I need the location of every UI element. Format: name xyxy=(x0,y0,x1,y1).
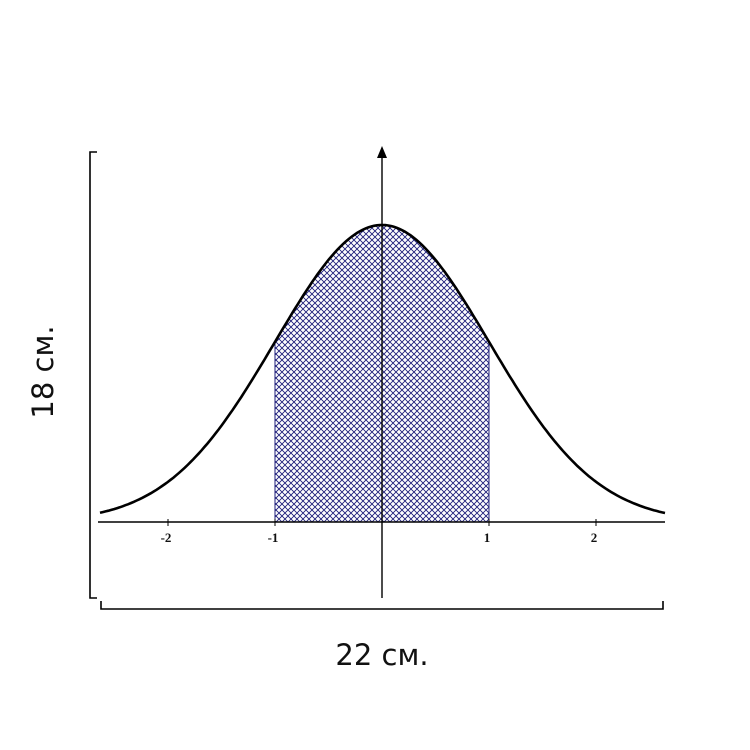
tick-label: 2 xyxy=(591,530,598,545)
height-bracket xyxy=(89,151,97,599)
width-bracket xyxy=(100,601,664,610)
y-axis-arrow xyxy=(377,146,387,158)
tick-label: -2 xyxy=(161,530,172,545)
tick-label: -1 xyxy=(268,530,279,545)
tick-label: 1 xyxy=(484,530,491,545)
curve xyxy=(99,223,666,515)
height-label: 18 см. xyxy=(26,325,60,418)
width-label: 22 см. xyxy=(335,638,428,672)
normal-curve xyxy=(99,223,666,515)
ticks: -2 -1 1 2 xyxy=(161,519,598,545)
